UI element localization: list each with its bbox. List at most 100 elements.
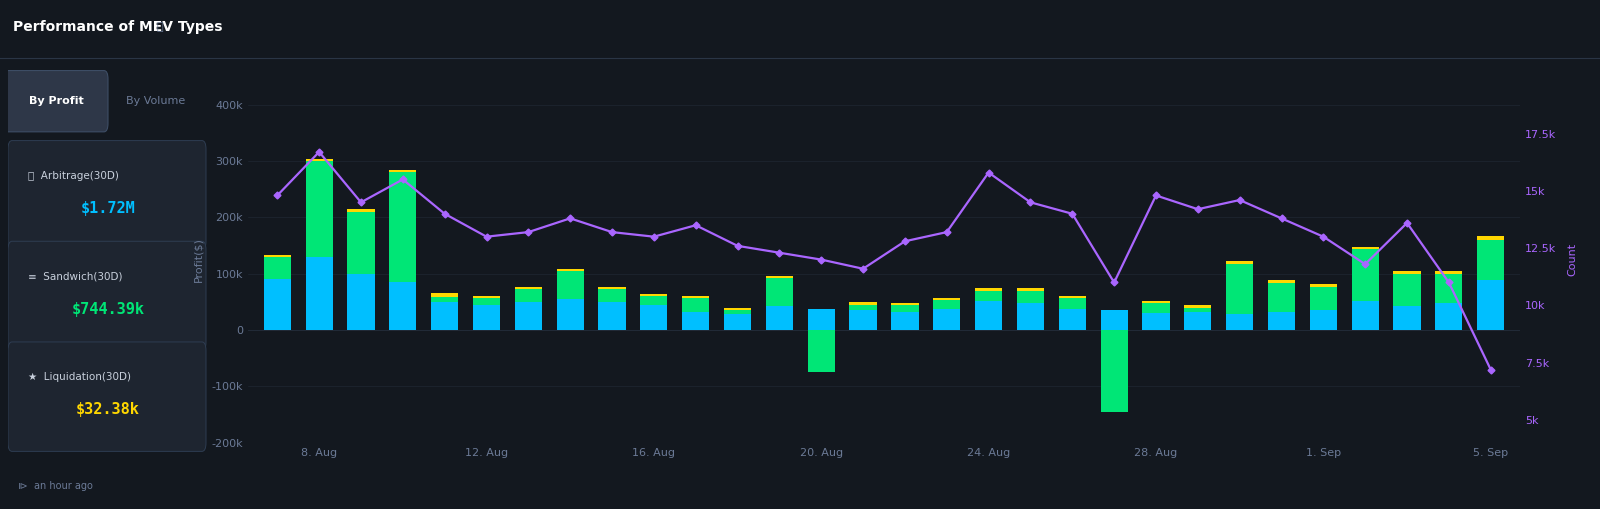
Text: $1.72M: $1.72M bbox=[80, 201, 136, 216]
Bar bbox=[850, 302, 877, 305]
Bar bbox=[557, 271, 584, 299]
Bar bbox=[1435, 271, 1462, 274]
Bar bbox=[1267, 312, 1294, 330]
Bar bbox=[1226, 314, 1253, 330]
Bar bbox=[1059, 296, 1086, 298]
FancyBboxPatch shape bbox=[8, 241, 206, 351]
Bar bbox=[808, 330, 835, 373]
Bar bbox=[515, 290, 542, 302]
Bar bbox=[1184, 312, 1211, 330]
Bar bbox=[1184, 307, 1211, 312]
Bar bbox=[766, 306, 794, 330]
Bar bbox=[1018, 288, 1045, 291]
Bar bbox=[974, 288, 1002, 291]
Bar bbox=[306, 257, 333, 330]
Bar bbox=[974, 301, 1002, 330]
Bar bbox=[1477, 236, 1504, 240]
Bar bbox=[682, 296, 709, 298]
Bar bbox=[430, 293, 458, 297]
Bar bbox=[474, 305, 501, 330]
Text: By Volume: By Volume bbox=[126, 96, 186, 106]
Text: ⓩ  Arbitrage(30D): ⓩ Arbitrage(30D) bbox=[29, 171, 118, 181]
Bar bbox=[1059, 308, 1086, 330]
Bar bbox=[640, 296, 667, 305]
FancyBboxPatch shape bbox=[8, 342, 206, 451]
Bar bbox=[1394, 306, 1421, 330]
Bar bbox=[1310, 285, 1338, 287]
Bar bbox=[1142, 313, 1170, 330]
Bar bbox=[347, 274, 374, 330]
Bar bbox=[389, 170, 416, 172]
Text: $32.38k: $32.38k bbox=[77, 402, 139, 417]
Bar bbox=[1394, 274, 1421, 306]
Bar bbox=[723, 314, 750, 330]
Bar bbox=[933, 298, 960, 300]
Bar bbox=[1018, 303, 1045, 330]
Bar bbox=[264, 254, 291, 257]
Bar bbox=[598, 287, 626, 290]
Bar bbox=[1310, 287, 1338, 310]
Bar bbox=[306, 161, 333, 257]
Bar bbox=[557, 269, 584, 271]
Text: By Profit: By Profit bbox=[29, 96, 83, 106]
Bar bbox=[891, 305, 918, 312]
Bar bbox=[1477, 240, 1504, 280]
Text: ⧐  an hour ago: ⧐ an hour ago bbox=[18, 481, 93, 491]
Bar bbox=[766, 278, 794, 306]
Bar bbox=[723, 310, 750, 314]
Bar bbox=[766, 276, 794, 278]
Bar bbox=[1059, 298, 1086, 308]
Bar bbox=[389, 282, 416, 330]
Bar bbox=[682, 298, 709, 312]
Bar bbox=[264, 257, 291, 279]
Bar bbox=[430, 302, 458, 330]
Bar bbox=[1226, 261, 1253, 264]
FancyBboxPatch shape bbox=[8, 140, 206, 250]
Text: ★  Liquidation(30D): ★ Liquidation(30D) bbox=[29, 372, 131, 382]
Bar bbox=[1101, 310, 1128, 330]
Bar bbox=[1352, 301, 1379, 330]
Bar bbox=[1018, 291, 1045, 303]
Bar bbox=[1435, 303, 1462, 330]
Bar bbox=[1310, 310, 1338, 330]
Text: Performance of MEV Types: Performance of MEV Types bbox=[13, 20, 222, 35]
Y-axis label: Count: Count bbox=[1568, 243, 1578, 276]
Bar bbox=[1352, 249, 1379, 301]
Bar bbox=[850, 310, 877, 330]
Bar bbox=[1101, 330, 1128, 412]
Bar bbox=[933, 308, 960, 330]
Bar bbox=[430, 297, 458, 302]
Bar bbox=[1142, 301, 1170, 303]
Bar bbox=[1267, 282, 1294, 312]
Bar bbox=[306, 159, 333, 161]
Bar bbox=[640, 294, 667, 296]
Bar bbox=[389, 172, 416, 282]
Text: $744.39k: $744.39k bbox=[72, 302, 144, 317]
FancyBboxPatch shape bbox=[3, 71, 109, 132]
Bar bbox=[891, 303, 918, 305]
Bar bbox=[1142, 303, 1170, 313]
Bar bbox=[974, 291, 1002, 301]
Bar bbox=[1352, 247, 1379, 249]
Bar bbox=[1267, 280, 1294, 282]
Y-axis label: Profit($): Profit($) bbox=[194, 237, 203, 282]
Bar bbox=[515, 287, 542, 290]
Bar bbox=[891, 312, 918, 330]
Bar bbox=[474, 296, 501, 298]
Bar bbox=[347, 212, 374, 274]
Text: ⓘ: ⓘ bbox=[157, 22, 163, 33]
Bar bbox=[474, 298, 501, 305]
Bar bbox=[598, 302, 626, 330]
Bar bbox=[598, 290, 626, 302]
Bar bbox=[723, 307, 750, 310]
Bar bbox=[1226, 264, 1253, 314]
Bar bbox=[557, 299, 584, 330]
Text: ≡  Sandwich(30D): ≡ Sandwich(30D) bbox=[29, 271, 123, 281]
Bar bbox=[850, 305, 877, 310]
Bar bbox=[1435, 274, 1462, 303]
Bar bbox=[640, 305, 667, 330]
Bar bbox=[1477, 280, 1504, 330]
Bar bbox=[682, 312, 709, 330]
Bar bbox=[515, 302, 542, 330]
Bar bbox=[347, 209, 374, 212]
